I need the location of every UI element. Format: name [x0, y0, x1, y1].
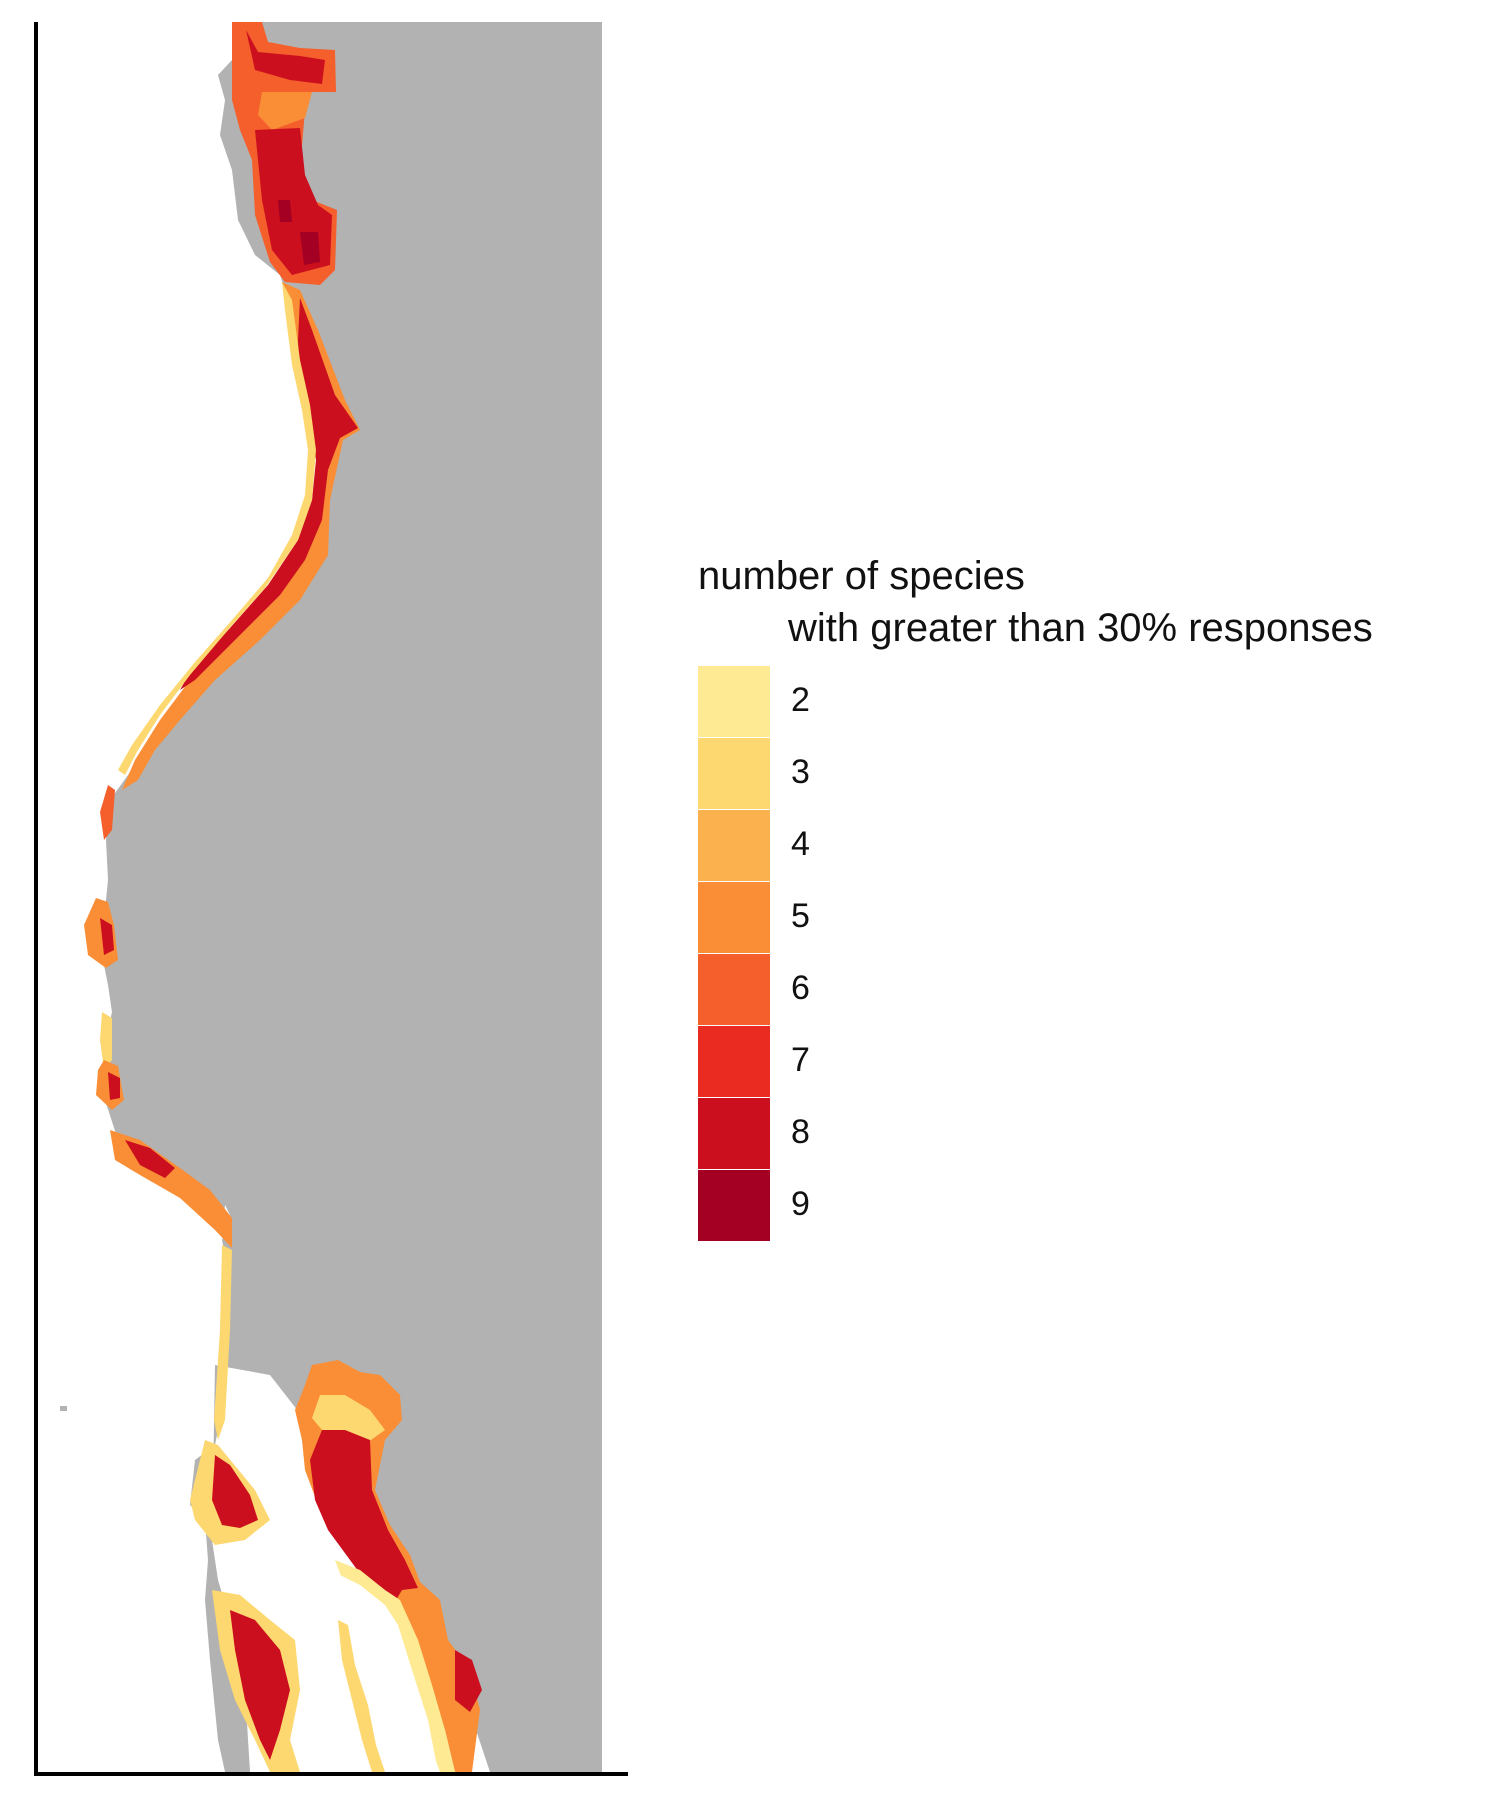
band-mid-3 — [100, 1012, 112, 1070]
legend-swatch — [698, 1098, 770, 1170]
legend-swatch — [698, 738, 770, 810]
legend-label: 8 — [791, 1113, 810, 1151]
band-mid-6 — [214, 1245, 232, 1440]
band-coast-upper-8 — [180, 298, 358, 690]
legend-swatch — [698, 666, 770, 738]
legend-item: 6 — [698, 954, 1098, 1026]
legend-item: 4 — [698, 810, 1098, 882]
band-southwest-8 — [230, 1610, 290, 1760]
legend-title-line1: number of species — [698, 554, 1025, 598]
legend-title-line2: with greater than 30% responses — [788, 606, 1373, 650]
legend-item: 3 — [698, 738, 1098, 810]
outlier-cell — [60, 1406, 67, 1411]
legend-label: 9 — [791, 1185, 810, 1223]
band-south-8 — [310, 1430, 482, 1712]
legend-label: 7 — [791, 1041, 810, 1079]
band-north-9 — [278, 200, 320, 265]
legend-label: 6 — [791, 969, 810, 1007]
inlet-rim — [338, 1620, 385, 1772]
legend-item: 5 — [698, 882, 1098, 954]
legend-swatch — [698, 810, 770, 882]
band-mid-4-red — [108, 1072, 120, 1100]
band-mid-1 — [100, 785, 115, 840]
legend-item: 8 — [698, 1098, 1098, 1170]
legend-item: 7 — [698, 1026, 1098, 1098]
legend-swatch — [698, 882, 770, 954]
inlet-area — [340, 1575, 438, 1772]
legend-label: 4 — [791, 825, 810, 863]
band-north-6 — [258, 92, 312, 130]
legend-label: 3 — [791, 753, 810, 791]
band-mid-2-red — [100, 918, 114, 955]
legend-item: 9 — [698, 1170, 1098, 1242]
legend-label: 2 — [791, 681, 810, 719]
band-north-8 — [246, 30, 332, 275]
legend-item: 2 — [698, 666, 1098, 738]
legend-swatch — [698, 1026, 770, 1098]
legend: 2 3 4 5 6 7 8 9 — [698, 666, 1098, 1242]
legend-swatch — [698, 954, 770, 1026]
response-bands — [84, 22, 482, 1772]
band-mid-5-red — [125, 1140, 175, 1178]
legend-swatch — [698, 1170, 770, 1242]
legend-label: 5 — [791, 897, 810, 935]
band-mid-7-red — [212, 1455, 258, 1528]
